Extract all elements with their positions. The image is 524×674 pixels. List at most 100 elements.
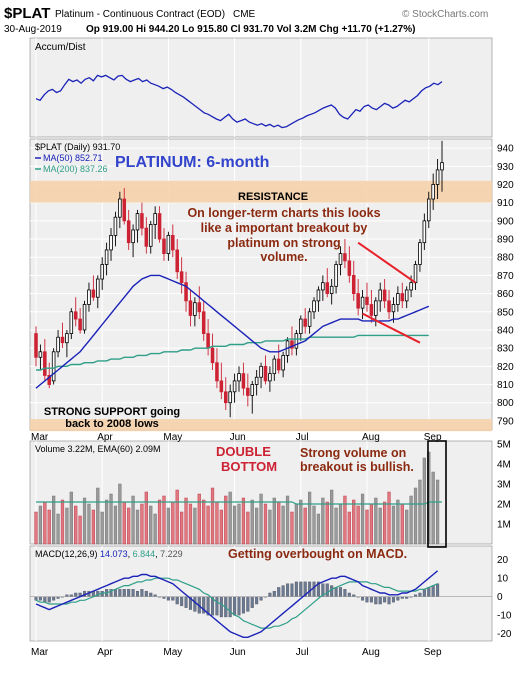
macd-legend-prefix: MACD(12,26,9)	[35, 549, 98, 559]
macd-histogram-bar	[330, 585, 334, 597]
double-bottom-label-2: BOTTOM	[221, 459, 277, 474]
candle-body	[157, 213, 162, 240]
volume-bar	[422, 457, 426, 545]
volume-bar	[246, 511, 250, 545]
price-tick-label: 790	[497, 416, 514, 427]
volume-bar	[431, 471, 435, 545]
macd-histogram-bar	[374, 596, 378, 605]
candle-body	[96, 278, 100, 298]
macd-histogram-bar	[233, 596, 237, 616]
macd-histogram-bar	[171, 596, 175, 601]
macd-histogram-bar	[268, 592, 272, 597]
x-tick-label-bottom: Aug	[362, 647, 380, 658]
candle-body	[135, 213, 140, 231]
x-tick-label-mid: Mar	[31, 432, 49, 443]
volume-bar	[43, 501, 47, 545]
candle-body	[56, 336, 60, 353]
wedge-upper-line	[357, 241, 417, 284]
candle-body	[290, 340, 294, 349]
header-stats: Op 919.00 Hi 944.20 Lo 915.80 Cl 931.70 …	[86, 24, 415, 35]
x-tick-label-mid: Sep	[424, 432, 442, 443]
volume-bar	[352, 499, 356, 545]
volume-bar	[113, 505, 118, 545]
macd-histogram-bar	[325, 583, 329, 597]
macd-histogram-bar	[334, 587, 338, 597]
candle-body	[69, 311, 74, 335]
candle-body	[60, 336, 65, 344]
volume-bar	[307, 491, 312, 545]
candle-body	[360, 296, 365, 309]
exchange-name: CME	[233, 9, 256, 20]
candle-body	[281, 355, 285, 371]
volume-bar	[321, 497, 325, 545]
x-tick-label-bottom: Jun	[230, 647, 246, 658]
volume-bar	[144, 491, 148, 545]
volume-bar	[56, 513, 60, 545]
volume-bar	[272, 497, 276, 545]
candle-body	[351, 275, 356, 294]
volume-tick-label: 5M	[497, 440, 511, 451]
macd-histogram-bar	[144, 590, 148, 597]
volume-bar	[325, 501, 329, 545]
candle-body	[184, 282, 188, 302]
volume-bar	[87, 503, 91, 545]
volume-legend: Volume 3.22M, EMA(60) 2.09M	[35, 444, 161, 454]
x-tick-label-bottom: Mar	[31, 647, 49, 658]
candle-body	[144, 227, 149, 247]
candle-body	[254, 376, 259, 385]
macd-signal-line	[35, 577, 438, 629]
volume-bar	[82, 497, 87, 545]
candle-body	[175, 249, 179, 273]
volume-bar	[396, 499, 400, 545]
price-tick-label: 940	[497, 144, 514, 155]
volume-bar	[197, 493, 201, 545]
macd-histogram-bar	[241, 596, 245, 614]
instrument-name: Platinum - Continuous Contract (EOD)	[55, 9, 225, 20]
volume-bar	[188, 503, 193, 545]
macd-histogram-bar	[343, 589, 347, 597]
candle-body	[404, 289, 409, 302]
macd-histogram-bar	[396, 596, 400, 601]
candle-body	[122, 198, 127, 222]
volume-bar	[418, 479, 422, 545]
volume-layer	[34, 451, 442, 545]
macd-layer	[30, 570, 492, 638]
volume-bar	[210, 487, 215, 545]
price-tick-label: 920	[497, 180, 514, 191]
volume-bar	[383, 501, 387, 545]
macd-histogram-bar	[378, 596, 382, 605]
candle-body	[131, 229, 135, 244]
volume-bar	[219, 509, 223, 545]
volume-bar	[330, 489, 334, 545]
volume-bar	[334, 507, 338, 545]
macd-histogram-bar	[246, 596, 250, 612]
annotation-line-1: On longer-term charts this looks	[187, 206, 380, 220]
macd-histogram-bar	[436, 583, 440, 597]
macd-histogram-bar	[74, 592, 78, 597]
macd-histogram-bar	[369, 596, 373, 603]
candle-body	[307, 311, 312, 327]
macd-note: Getting overbought on MACD.	[228, 547, 407, 561]
volume-bar	[74, 505, 78, 545]
macd-histogram-bar	[43, 596, 47, 603]
candle-body	[374, 300, 378, 316]
macd-histogram-bar	[361, 596, 365, 601]
volume-bar	[356, 505, 360, 545]
candle-body	[321, 282, 325, 291]
volume-bar	[131, 495, 135, 545]
macd-histogram-bar	[215, 596, 219, 616]
macd-histogram-bar	[308, 581, 312, 597]
candle-body	[246, 387, 250, 396]
volume-tick-label: 4M	[497, 460, 511, 471]
candle-body	[153, 213, 157, 225]
macd-histogram-bar	[131, 589, 135, 597]
macd-histogram-bar	[118, 589, 122, 597]
price-title: PLATINUM: 6-month	[115, 154, 269, 171]
accum-panel	[29, 37, 493, 138]
candle-body	[140, 213, 144, 229]
price-tick-label: 850	[497, 307, 514, 318]
candle-body	[148, 224, 153, 247]
annotation-line-4: volume.	[260, 250, 307, 264]
macd-histogram-bar	[166, 596, 170, 601]
macd-histogram-bar	[237, 596, 241, 616]
